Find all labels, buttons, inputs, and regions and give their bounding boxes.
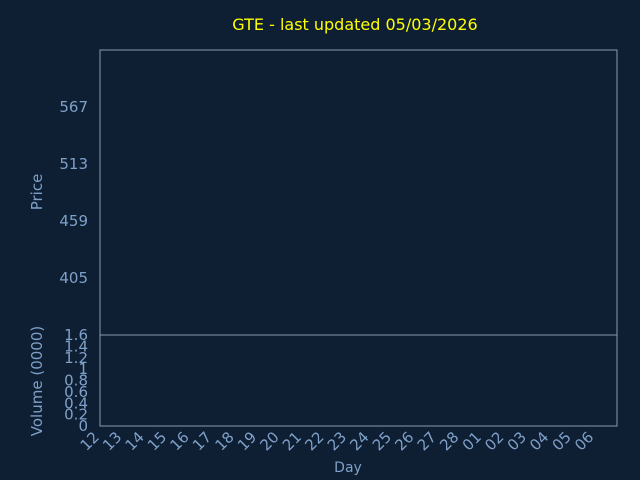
volume-tick-label: 1.6 — [64, 326, 88, 344]
price-axis-label: Price — [28, 174, 46, 211]
volume-axis-label: Volume (0000) — [28, 326, 46, 436]
volume-tick-label: 1 — [78, 360, 88, 378]
price-tick-label: 513 — [59, 155, 88, 173]
price-panel: 405 459 513 567 Price — [28, 49, 618, 336]
volume-y-tick-labels: 00.20.40.60.811.21.41.6 — [64, 326, 88, 435]
chart-title: GTE - last updated 05/03/2026 — [232, 15, 477, 34]
x-tick-labels: 1213141516171819202122232425262728010203… — [77, 428, 598, 454]
price-tick-label: 459 — [59, 212, 88, 230]
volume-tick-label: 1.2 — [64, 349, 88, 367]
x-axis-label: Day — [334, 460, 362, 476]
price-tick-label: 405 — [59, 269, 88, 287]
volume-tick-label: 0.4 — [64, 394, 88, 412]
price-frame-border — [99, 49, 618, 336]
volume-tick-label: 1.4 — [64, 337, 88, 355]
price-tick-label: 567 — [59, 98, 88, 116]
volume-panel: 00.20.40.60.811.21.41.6 Volume (0000) — [28, 326, 618, 436]
volume-tick-label: 0.6 — [64, 383, 88, 401]
price-y-tick-labels: 405 459 513 567 — [59, 98, 88, 287]
volume-tick-label: 0.2 — [64, 406, 88, 424]
volume-tick-label: 0.8 — [64, 372, 88, 390]
volume-frame-border — [99, 334, 618, 427]
volume-tick-label: 0 — [78, 417, 88, 435]
